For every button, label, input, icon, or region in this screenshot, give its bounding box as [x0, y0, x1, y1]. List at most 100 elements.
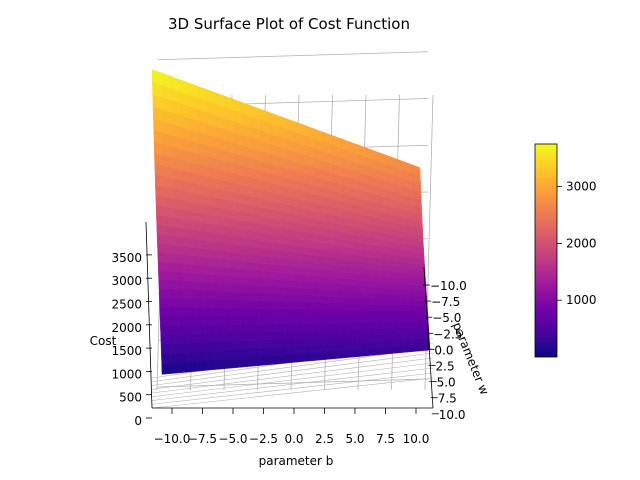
surface-patch	[272, 249, 283, 259]
surface-patch	[345, 272, 355, 280]
surface-patch	[192, 238, 203, 250]
colorbar-tick-label: 3000	[566, 180, 597, 194]
surface-patch	[259, 339, 269, 349]
y-axis-line	[423, 266, 434, 409]
surface-patch	[178, 352, 189, 364]
surface-patch	[402, 345, 413, 353]
surface-patch	[250, 339, 260, 350]
surface-patch	[398, 283, 409, 291]
surface-patch	[175, 254, 186, 265]
surface-patch	[390, 288, 401, 295]
grid-line	[151, 367, 434, 401]
surface-patch	[155, 195, 166, 208]
surface-patch	[184, 255, 194, 266]
surface-patch	[373, 298, 383, 306]
surface-patch	[246, 254, 257, 264]
surface-patch	[363, 286, 374, 294]
surface-patch	[326, 263, 337, 272]
surface-patch	[303, 323, 313, 332]
x-tick-label: −5.0	[218, 432, 247, 446]
surface-patch	[178, 333, 189, 345]
surface-patch	[164, 186, 174, 200]
surface-patch	[265, 286, 276, 295]
surface-patch	[348, 335, 359, 344]
surface-patch	[295, 345, 305, 355]
surface-patch	[312, 330, 323, 339]
surface-patch	[285, 338, 296, 348]
surface-patch	[290, 252, 301, 262]
surface-patch	[211, 266, 222, 276]
surface-patch	[274, 286, 285, 295]
grid-line	[151, 362, 434, 398]
surface-patch	[393, 333, 403, 341]
z-tick-label: 3500	[111, 251, 142, 265]
surface-patch	[204, 307, 214, 317]
surface-patch	[276, 323, 286, 332]
surface-patch	[345, 278, 356, 287]
surface-patch	[175, 263, 186, 274]
surface-patch	[330, 343, 341, 352]
surface-patch	[407, 284, 418, 291]
surface-patch	[281, 243, 292, 253]
surface-patch	[309, 275, 320, 284]
grid-line	[157, 51, 429, 61]
surface-patch	[202, 257, 212, 267]
surface-patch	[294, 323, 304, 332]
surface-patch	[227, 235, 238, 246]
surface-patch	[169, 334, 180, 345]
x-tick-label: −2.5	[249, 432, 278, 446]
surface-patch	[301, 281, 311, 290]
x-tick-label: 10.0	[403, 432, 430, 446]
surface-patch	[327, 277, 338, 285]
surface-patch	[248, 292, 258, 302]
surface-patch	[191, 211, 202, 223]
surface-patch	[177, 324, 188, 335]
surface-patch	[309, 268, 320, 277]
y-tick-label: −7.5	[431, 295, 460, 309]
surface-patch	[292, 280, 302, 289]
surface-patch	[245, 229, 256, 240]
surface-patch	[375, 340, 386, 349]
surface-patch	[336, 277, 347, 286]
surface-patch	[338, 316, 349, 324]
surface-patch	[302, 302, 312, 310]
surface-patch	[380, 276, 391, 284]
surface-patch	[232, 340, 242, 351]
surface-patch	[365, 328, 376, 336]
surface-patch	[390, 282, 400, 290]
surface-patch	[266, 308, 277, 317]
surface-patch	[411, 338, 421, 346]
surface-patch	[281, 251, 292, 261]
surface-patch	[329, 309, 339, 317]
surface-patch	[178, 343, 189, 354]
surface-patch	[219, 258, 230, 269]
surface-patch	[300, 267, 311, 276]
surface-patch	[339, 335, 350, 344]
z-axis: 0 500 1000 1500 2000 2500 3000 3500	[111, 251, 152, 428]
surface-patch	[354, 285, 365, 293]
surface-patch	[257, 300, 268, 309]
surface-patch	[273, 264, 284, 274]
surface-patch	[322, 351, 332, 361]
surface-patch	[205, 333, 215, 343]
surface-patch	[373, 310, 384, 317]
surface-patch	[372, 286, 383, 294]
surface-patch	[255, 247, 265, 257]
surface-patch	[384, 340, 395, 348]
surface-patch	[187, 351, 198, 363]
surface-patch	[295, 353, 306, 363]
surface-patch	[185, 289, 196, 300]
surface-patch	[212, 291, 223, 301]
surface-patch	[339, 329, 349, 337]
surface-patch	[285, 323, 295, 332]
surface-patch	[355, 297, 366, 305]
surface-patch	[310, 302, 321, 310]
surface-patch	[353, 273, 364, 281]
surface-patch	[219, 250, 230, 261]
surface-patch	[195, 324, 206, 335]
surface-patch	[317, 262, 328, 271]
surface-patch	[401, 327, 412, 335]
surface-patch	[402, 339, 413, 347]
surface-patch	[230, 299, 241, 309]
surface-patch	[210, 232, 220, 243]
